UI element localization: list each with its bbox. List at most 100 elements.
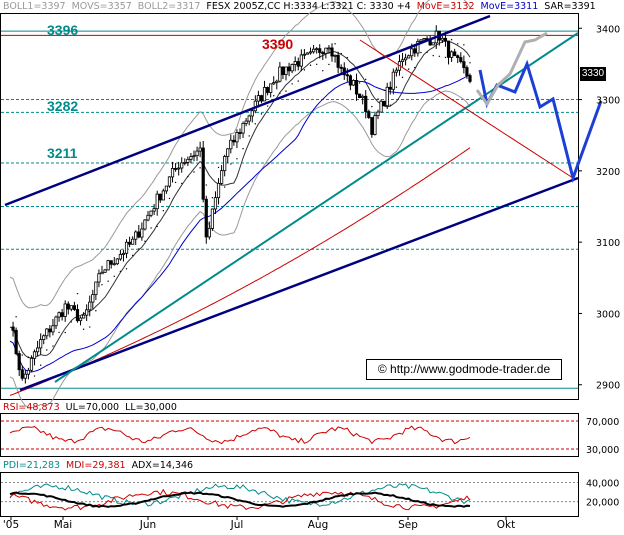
candle-body — [109, 260, 113, 265]
candle-body — [265, 87, 270, 93]
move1-label: MovE=3132 — [416, 1, 475, 12]
candle-body — [124, 241, 129, 254]
candle-body — [91, 294, 95, 303]
candle-body — [42, 335, 46, 340]
candle-body — [410, 48, 414, 57]
move2-label: MovE=3311 — [480, 1, 539, 12]
candle-body — [164, 185, 168, 192]
sar-dot — [309, 64, 312, 66]
candle-body — [207, 228, 211, 238]
sar-dot — [46, 349, 48, 351]
candle-body — [311, 48, 316, 53]
candle-body — [180, 162, 184, 169]
candle-body — [272, 82, 276, 85]
candle-body — [75, 309, 80, 322]
sar-dot — [223, 186, 226, 188]
candle-body — [167, 176, 172, 187]
candle-body — [449, 51, 454, 58]
sar-dot — [469, 62, 471, 64]
candle-body — [149, 210, 153, 216]
candle-body — [379, 100, 383, 113]
candle-body — [192, 155, 196, 158]
sar-dot — [450, 39, 453, 41]
mdi-label: MDI=29,381 — [66, 460, 126, 471]
sar-dot — [119, 270, 122, 273]
sar-dot — [230, 163, 232, 165]
axes: 2900 3000 3100 3200 3300 3400 '05 Mai Jun Jul Aug S… — [3, 24, 620, 531]
candle-body — [235, 132, 239, 143]
candle-body — [422, 38, 426, 41]
sar-dot — [125, 268, 128, 270]
candle-body — [308, 51, 313, 54]
candle-body — [244, 120, 248, 124]
x-tick-label-2: Jun — [139, 519, 156, 531]
candle-body — [315, 48, 319, 51]
candle-body — [382, 100, 386, 107]
candle-body — [48, 328, 52, 333]
candle-body — [97, 273, 101, 283]
candle-body — [287, 66, 291, 72]
sar-dot — [217, 166, 220, 169]
candle-body — [250, 110, 254, 117]
candle-body — [63, 303, 67, 317]
sar-dot — [162, 210, 165, 212]
y-tick-label-3200: 3200 — [596, 167, 620, 178]
candle-body — [177, 167, 181, 170]
x-tick-label-3: Jul — [230, 519, 244, 531]
sar-dot — [211, 197, 214, 199]
sar-dot — [205, 184, 207, 186]
candle-body — [186, 158, 190, 163]
sar-dot — [420, 51, 422, 54]
candle-body — [299, 54, 303, 67]
candle-body — [247, 115, 251, 122]
candle-body — [204, 198, 208, 238]
sar-dot — [266, 105, 269, 107]
sar-dot — [297, 80, 299, 82]
candle-body — [170, 168, 175, 178]
candle-body — [134, 231, 138, 240]
candle-body — [82, 314, 86, 319]
candle-body — [173, 168, 178, 170]
candle-body — [60, 312, 64, 317]
sar-dot — [279, 92, 281, 94]
candle-body — [416, 41, 420, 54]
candle-body — [413, 48, 417, 54]
candle-body — [419, 39, 423, 42]
level-3211-label: 3211 — [47, 145, 78, 161]
projection-gray-path — [475, 31, 548, 107]
candle-body — [183, 162, 187, 164]
candle-body — [278, 66, 282, 82]
sar-dot — [131, 254, 134, 257]
last-price-tag: 3330 — [580, 67, 606, 81]
candle-body — [94, 281, 98, 296]
y-tick-label-3300: 3300 — [596, 96, 620, 107]
candle-body — [373, 115, 377, 135]
candle-body — [456, 55, 460, 58]
symbol-label: FESX 2005Z,CC H:3334 L:3321 C: 3330 +4 — [206, 1, 411, 12]
y-tick-label-3100: 3100 — [596, 238, 620, 249]
ul-label: UL=70,000 — [65, 402, 120, 413]
candle-body — [57, 312, 61, 318]
candle-body — [354, 79, 359, 95]
candle-body — [281, 66, 285, 76]
sar-dot — [199, 167, 201, 169]
candle-body — [259, 95, 264, 102]
sar-dot — [39, 364, 42, 366]
candle-body — [351, 79, 356, 86]
candle-body — [232, 139, 236, 143]
candle-body — [446, 40, 451, 58]
sar-dot — [113, 275, 115, 278]
channel-lower-line — [19, 176, 579, 392]
candle-body — [431, 42, 435, 46]
candle-body — [20, 369, 24, 379]
sar-dot — [407, 68, 410, 70]
candle-body — [407, 55, 411, 59]
candle-body — [26, 369, 31, 375]
copyright-box: © http://www.godmode-trader.de — [366, 359, 562, 380]
candle-body — [198, 147, 202, 152]
pdi-line — [9, 483, 471, 507]
adx-line — [9, 491, 471, 508]
candle-body — [293, 61, 297, 65]
candle-body — [345, 74, 349, 77]
x-tick-label-5: Sep — [398, 519, 418, 531]
